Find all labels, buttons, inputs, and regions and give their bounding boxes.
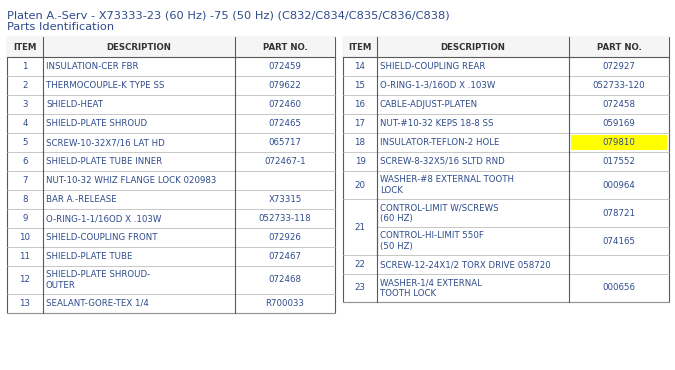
Text: WASHER-1/4 EXTERNAL
TOOTH LOCK: WASHER-1/4 EXTERNAL TOOTH LOCK: [380, 278, 482, 298]
Text: 17: 17: [354, 119, 365, 128]
Text: 072458: 072458: [603, 100, 635, 109]
Text: SHIELD-PLATE TUBE: SHIELD-PLATE TUBE: [46, 252, 132, 261]
Text: INSULATOR-TEFLON-2 HOLE: INSULATOR-TEFLON-2 HOLE: [380, 138, 500, 147]
Text: SHIELD-PLATE TUBE INNER: SHIELD-PLATE TUBE INNER: [46, 157, 162, 166]
Text: 000656: 000656: [603, 283, 635, 293]
Text: 059169: 059169: [603, 119, 635, 128]
Text: 3: 3: [22, 100, 28, 109]
Text: 052733-118: 052733-118: [259, 214, 311, 223]
Text: 072459: 072459: [269, 62, 302, 71]
Text: 074165: 074165: [603, 236, 635, 246]
Text: 9: 9: [22, 214, 28, 223]
Text: PART NO.: PART NO.: [263, 43, 307, 51]
Text: 2: 2: [22, 81, 28, 90]
Text: 23: 23: [354, 283, 365, 293]
Text: SCREW-10-32X7/16 LAT HD: SCREW-10-32X7/16 LAT HD: [46, 138, 165, 147]
Text: SHIELD-COUPLING REAR: SHIELD-COUPLING REAR: [380, 62, 485, 71]
Text: O-RING-1-1/16OD X .103W: O-RING-1-1/16OD X .103W: [46, 214, 161, 223]
Text: CABLE-ADJUST-PLATEN: CABLE-ADJUST-PLATEN: [380, 100, 478, 109]
Text: 8: 8: [22, 195, 28, 204]
Bar: [7, 37, 335, 57]
Text: 15: 15: [354, 81, 365, 90]
Text: 20: 20: [354, 181, 365, 189]
Text: Platen A.-Serv - X73333-23 (60 Hz) -75 (50 Hz) (C832/C834/C835/C836/C838): Platen A.-Serv - X73333-23 (60 Hz) -75 (…: [7, 10, 450, 20]
Text: 072467: 072467: [269, 252, 302, 261]
Text: CONTROL-LIMIT W/SCREWS
(60 HZ): CONTROL-LIMIT W/SCREWS (60 HZ): [380, 203, 499, 223]
Text: 079810: 079810: [603, 138, 635, 147]
Text: 11: 11: [20, 252, 30, 261]
Text: SHIELD-PLATE SHROUD-
OUTER: SHIELD-PLATE SHROUD- OUTER: [46, 270, 151, 290]
Text: 072467-1: 072467-1: [264, 157, 306, 166]
Text: 072468: 072468: [269, 276, 302, 285]
Text: THERMOCOUPLE-K TYPE SS: THERMOCOUPLE-K TYPE SS: [46, 81, 165, 90]
Bar: [343, 37, 669, 57]
Text: Parts Identification: Parts Identification: [7, 22, 114, 32]
Text: R700033: R700033: [265, 299, 304, 308]
Text: SEALANT-GORE-TEX 1/4: SEALANT-GORE-TEX 1/4: [46, 299, 149, 308]
Text: 16: 16: [354, 100, 365, 109]
Text: SHIELD-HEAT: SHIELD-HEAT: [46, 100, 103, 109]
Bar: [7, 37, 335, 313]
Text: CONTROL-HI-LIMIT 550F
(50 HZ): CONTROL-HI-LIMIT 550F (50 HZ): [380, 231, 484, 251]
Text: 072465: 072465: [269, 119, 302, 128]
Text: 072927: 072927: [603, 62, 635, 71]
Text: ITEM: ITEM: [348, 43, 372, 51]
Text: 072926: 072926: [269, 233, 302, 242]
Text: X73315: X73315: [268, 195, 302, 204]
Text: ITEM: ITEM: [14, 43, 36, 51]
Text: DESCRIPTION: DESCRIPTION: [441, 43, 506, 51]
Text: WASHER-#8 EXTERNAL TOOTH
LOCK: WASHER-#8 EXTERNAL TOOTH LOCK: [380, 175, 514, 195]
Text: 21: 21: [354, 222, 365, 232]
Text: 10: 10: [20, 233, 30, 242]
Text: 1: 1: [22, 62, 28, 71]
Text: NUT-10-32 WHIZ FLANGE LOCK 020983: NUT-10-32 WHIZ FLANGE LOCK 020983: [46, 176, 217, 185]
Text: SCREW-8-32X5/16 SLTD RND: SCREW-8-32X5/16 SLTD RND: [380, 157, 505, 166]
Text: SHIELD-PLATE SHROUD: SHIELD-PLATE SHROUD: [46, 119, 147, 128]
Text: 065717: 065717: [269, 138, 302, 147]
Text: O-RING-1-3/16OD X .103W: O-RING-1-3/16OD X .103W: [380, 81, 495, 90]
Text: SHIELD-COUPLING FRONT: SHIELD-COUPLING FRONT: [46, 233, 157, 242]
Text: 18: 18: [354, 138, 365, 147]
Text: 12: 12: [20, 276, 30, 285]
Text: 4: 4: [22, 119, 28, 128]
Text: 13: 13: [20, 299, 30, 308]
Text: 22: 22: [354, 260, 365, 269]
Text: 7: 7: [22, 176, 28, 185]
Text: 078721: 078721: [603, 209, 635, 218]
Text: DESCRIPTION: DESCRIPTION: [107, 43, 171, 51]
Text: 079622: 079622: [269, 81, 302, 90]
Text: 017552: 017552: [603, 157, 635, 166]
Text: 19: 19: [354, 157, 365, 166]
Text: PART NO.: PART NO.: [597, 43, 641, 51]
Bar: [343, 37, 669, 302]
Text: 5: 5: [22, 138, 28, 147]
Text: 072460: 072460: [269, 100, 302, 109]
Text: SCREW-12-24X1/2 TORX DRIVE 058720: SCREW-12-24X1/2 TORX DRIVE 058720: [380, 260, 551, 269]
Text: 6: 6: [22, 157, 28, 166]
Text: 052733-120: 052733-120: [593, 81, 645, 90]
Text: INSULATION-CER FBR: INSULATION-CER FBR: [46, 62, 138, 71]
Bar: [571, 135, 667, 150]
Text: BAR A.-RELEASE: BAR A.-RELEASE: [46, 195, 117, 204]
Text: 14: 14: [354, 62, 365, 71]
Text: 000964: 000964: [603, 181, 635, 189]
Text: NUT-#10-32 KEPS 18-8 SS: NUT-#10-32 KEPS 18-8 SS: [380, 119, 493, 128]
